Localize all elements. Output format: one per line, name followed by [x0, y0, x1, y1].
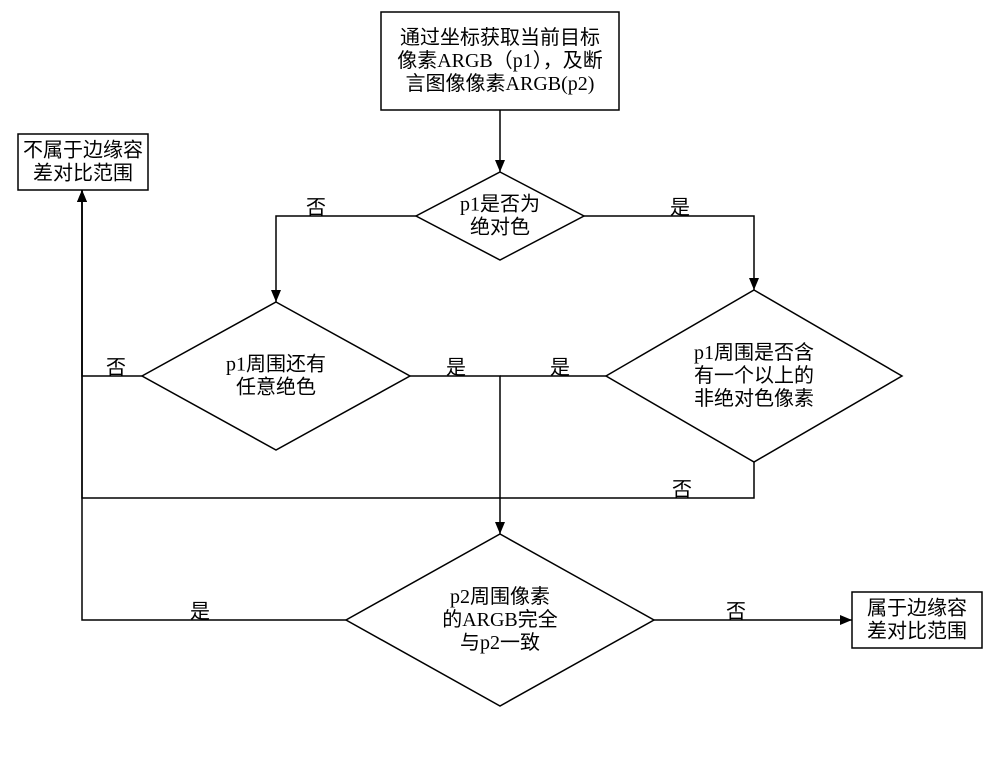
edge-label: 是 — [446, 357, 466, 379]
edge-label: 否 — [306, 197, 326, 219]
node-text: 绝对色 — [470, 216, 530, 239]
node-text: p1周围还有 — [226, 353, 326, 376]
edge-label: 否 — [726, 601, 746, 623]
node-out_no: 不属于边缘容差对比范围 — [18, 134, 148, 190]
node-text: 的ARGB完全 — [442, 608, 558, 631]
node-out_yes: 属于边缘容差对比范围 — [852, 592, 982, 648]
node-text: p2周围像素 — [450, 585, 550, 608]
node-text: 任意绝色 — [236, 376, 316, 399]
node-text: p1是否为 — [460, 193, 540, 216]
node-text: 差对比范围 — [867, 620, 967, 643]
node-text: 通过坐标获取当前目标 — [400, 26, 600, 49]
edge-label: 否 — [672, 479, 692, 501]
node-text: 像素ARGB（p1），及断 — [397, 49, 603, 72]
edge-label: 是 — [190, 601, 210, 623]
edge-label: 否 — [106, 357, 126, 379]
edge-label: 是 — [550, 357, 570, 379]
node-text: p1周围是否含 — [694, 341, 814, 364]
edge-label: 是 — [670, 197, 690, 219]
node-text: 不属于边缘容 — [23, 139, 143, 162]
node-text: 非绝对色像素 — [694, 387, 814, 410]
node-text: 有一个以上的 — [694, 364, 814, 387]
flowchart-canvas: 通过坐标获取当前目标像素ARGB（p1），及断言图像像素ARGB(p2) p1是否… — [0, 0, 1000, 766]
node-text: 差对比范围 — [33, 162, 133, 185]
node-text: 与p2一致 — [460, 631, 540, 654]
node-text: 属于边缘容 — [867, 597, 967, 620]
node-text: 言图像像素ARGB(p2) — [406, 72, 595, 95]
